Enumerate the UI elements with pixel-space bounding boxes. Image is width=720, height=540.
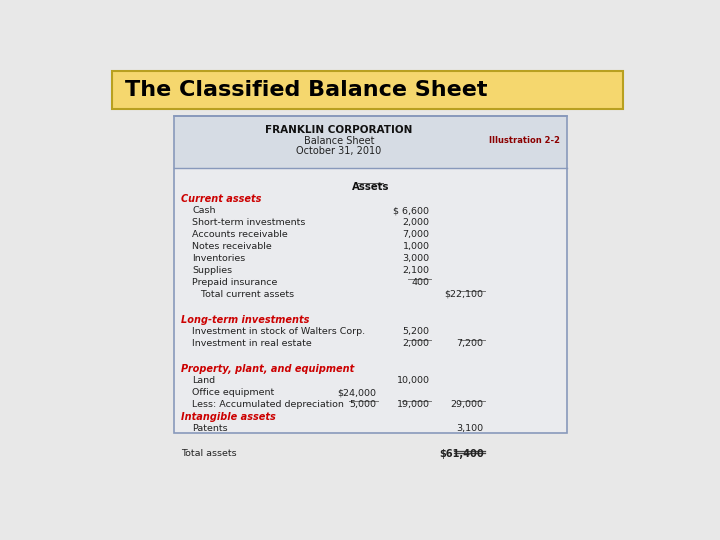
Text: Notes receivable: Notes receivable [192,242,272,251]
Text: 7,000: 7,000 [402,230,429,239]
Text: Supplies: Supplies [192,266,233,275]
Text: Short-term investments: Short-term investments [192,218,306,227]
Text: Total assets: Total assets [181,449,237,458]
Bar [174,116,567,168]
Text: Property, plant, and equipment: Property, plant, and equipment [181,364,355,374]
Text: $22,100: $22,100 [445,289,484,299]
Text: Patents: Patents [192,424,228,433]
Text: Prepaid insurance: Prepaid insurance [192,278,278,287]
Text: Investment in real estate: Investment in real estate [192,339,312,348]
Text: Investment in stock of Walters Corp.: Investment in stock of Walters Corp. [192,327,366,336]
Text: Less: Accumulated depreciation: Less: Accumulated depreciation [192,400,344,409]
Text: Balance Sheet: Balance Sheet [304,136,374,146]
Text: $61,400: $61,400 [439,449,484,460]
Text: Office equipment: Office equipment [192,388,274,397]
FancyBboxPatch shape [112,71,624,110]
Text: Accounts receivable: Accounts receivable [192,230,288,239]
Text: 7,200: 7,200 [456,339,484,348]
Text: Land: Land [192,376,215,385]
Text: 1,000: 1,000 [402,242,429,251]
Text: The Classified Balance Sheet: The Classified Balance Sheet [125,80,487,100]
Text: Long-term investments: Long-term investments [181,315,310,325]
Text: 2,000: 2,000 [402,218,429,227]
Bar [174,168,567,433]
Text: Current assets: Current assets [181,194,262,204]
Text: Assets: Assets [352,182,390,192]
Text: Illustration 2-2: Illustration 2-2 [489,136,559,145]
Text: Total current assets: Total current assets [192,289,294,299]
Text: Intangible assets: Intangible assets [181,412,276,422]
Text: 19,000: 19,000 [397,400,429,409]
Text: 5,200: 5,200 [402,327,429,336]
Text: 3,100: 3,100 [456,424,484,433]
Text: Cash: Cash [192,206,216,215]
Text: Inventories: Inventories [192,254,246,263]
Text: 29,000: 29,000 [451,400,484,409]
Text: $ 6,600: $ 6,600 [393,206,429,215]
Text: $24,000: $24,000 [338,388,377,397]
Text: FRANKLIN CORPORATION: FRANKLIN CORPORATION [266,125,413,135]
Text: 2,100: 2,100 [402,266,429,275]
Text: 10,000: 10,000 [397,376,429,385]
Text: 400: 400 [411,278,429,287]
Text: 2,000: 2,000 [402,339,429,348]
Text: October 31, 2010: October 31, 2010 [297,146,382,157]
Bar [174,116,567,433]
Text: 5,000: 5,000 [350,400,377,409]
Text: 3,000: 3,000 [402,254,429,263]
